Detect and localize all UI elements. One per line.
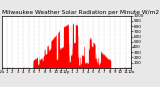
Text: Milwaukee Weather Solar Radiation per Minute W/m2 (Last 24 Hours): Milwaukee Weather Solar Radiation per Mi… — [2, 10, 160, 15]
